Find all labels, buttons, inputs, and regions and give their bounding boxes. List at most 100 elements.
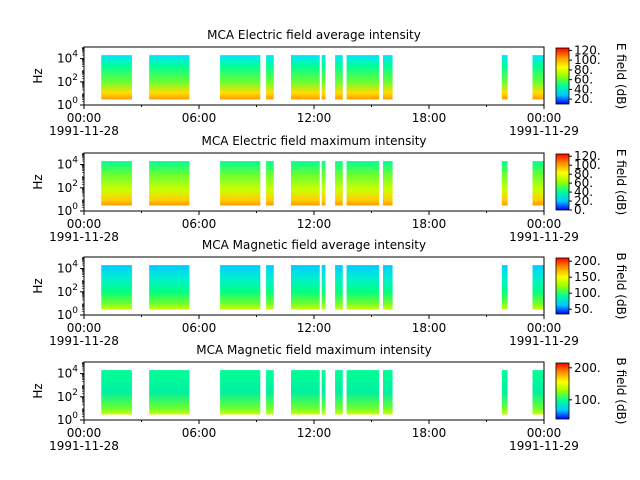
data-segment-3 <box>220 370 261 415</box>
data-segment-1 <box>101 265 132 310</box>
colorbar-tick-label: 100. <box>574 158 601 172</box>
y-tick-label: 104 <box>57 365 78 381</box>
y-axis-label: Hz <box>31 278 45 293</box>
data-segment-10 <box>501 55 508 100</box>
y-tick-label: 102 <box>57 283 78 299</box>
x-tick-label: 00:00 <box>67 426 102 440</box>
y-tick-label: 100 <box>57 411 78 427</box>
data-segment-5 <box>291 265 320 310</box>
y-tick-label: 102 <box>57 179 78 195</box>
x-tick-label: 00:00 <box>67 111 102 125</box>
colorbar-tick-label: 120. <box>574 149 601 163</box>
panel-3: MCA Magnetic field average intensity 100 1… <box>31 238 628 348</box>
x-date-label-start: 1991-11-28 <box>49 334 119 348</box>
data-segment-10 <box>501 370 508 415</box>
colorbar-label: E field (dB) <box>614 149 628 215</box>
y-tick-label: 104 <box>57 260 78 276</box>
data-segment-5 <box>291 55 320 100</box>
panel-2: MCA Electric field maximum intensity 100 1… <box>31 134 628 244</box>
data-segment-11 <box>532 370 544 415</box>
x-tick-label: 18:00 <box>412 217 447 231</box>
y-tick-label: 104 <box>57 50 78 66</box>
colorbar-tick-label: 40. <box>574 82 593 96</box>
data-segment-1 <box>101 55 132 100</box>
panel-title: MCA Electric field average intensity <box>207 28 421 42</box>
x-tick-label: 00:00 <box>527 321 562 335</box>
y-axis-label: Hz <box>31 68 45 83</box>
data-segment-4 <box>266 265 274 310</box>
x-date-label-start: 1991-11-28 <box>49 439 119 453</box>
data-segment-10 <box>501 161 508 206</box>
data-segment-2 <box>149 370 190 415</box>
data-segment-11 <box>532 265 544 310</box>
colorbar-tick-label: 20. <box>574 92 593 106</box>
colorbar-tick-label: 40. <box>574 185 593 199</box>
data-segment-8 <box>346 370 380 415</box>
colorbar-tick-label: 100. <box>574 393 601 407</box>
x-tick-label: 18:00 <box>412 321 447 335</box>
x-tick-label: 06:00 <box>182 217 217 231</box>
data-segment-6 <box>321 161 326 206</box>
y-tick-label: 100 <box>57 96 78 112</box>
x-tick-label: 18:00 <box>412 426 447 440</box>
colorbar-tick-label: 80. <box>574 167 593 181</box>
x-tick-label: 06:00 <box>182 426 217 440</box>
colorbar-tick-label: 50. <box>574 302 593 316</box>
x-tick-label: 00:00 <box>67 321 102 335</box>
data-segment-5 <box>291 161 320 206</box>
x-tick-label: 12:00 <box>297 111 332 125</box>
x-date-label-end: 1991-11-29 <box>509 334 579 348</box>
data-segment-3 <box>220 55 261 100</box>
y-tick-label: 102 <box>57 388 78 404</box>
data-segment-4 <box>266 161 274 206</box>
y-tick-label: 104 <box>57 156 78 172</box>
x-tick-label: 00:00 <box>527 111 562 125</box>
x-tick-label: 18:00 <box>412 111 447 125</box>
x-tick-label: 00:00 <box>527 426 562 440</box>
y-tick-label: 100 <box>57 306 78 322</box>
colorbar-tick-label: 20. <box>574 194 593 208</box>
data-segment-3 <box>220 161 261 206</box>
x-tick-label: 06:00 <box>182 321 217 335</box>
colorbar-label: B field (dB) <box>614 358 628 425</box>
colorbar-tick-label: 200. <box>574 361 601 375</box>
colorbar-tick-label: 150. <box>574 270 601 284</box>
data-segment-8 <box>346 161 380 206</box>
data-segment-4 <box>266 55 274 100</box>
panel-4: MCA Magnetic field maximum intensity 100 1… <box>31 343 628 453</box>
panel-title: MCA Magnetic field average intensity <box>202 238 426 252</box>
data-segment-11 <box>532 55 544 100</box>
colorbar <box>555 362 570 420</box>
x-date-label-start: 1991-11-28 <box>49 230 119 244</box>
data-segment-1 <box>101 370 132 415</box>
data-segment-2 <box>149 265 190 310</box>
x-tick-label: 12:00 <box>297 217 332 231</box>
data-segment-7 <box>335 161 343 206</box>
colorbar-tick-label: 0. <box>574 203 585 217</box>
data-segment-8 <box>346 265 380 310</box>
x-date-label-end: 1991-11-29 <box>509 124 579 138</box>
data-segment-7 <box>335 55 343 100</box>
colorbar-tick-label: 100. <box>574 53 601 67</box>
panel-title: MCA Magnetic field maximum intensity <box>196 343 432 357</box>
data-segment-8 <box>346 55 380 100</box>
colorbar <box>555 153 570 211</box>
x-tick-label: 00:00 <box>67 217 102 231</box>
data-segment-10 <box>501 265 508 310</box>
data-segment-2 <box>149 161 190 206</box>
y-tick-label: 102 <box>57 73 78 89</box>
x-date-label-end: 1991-11-29 <box>509 439 579 453</box>
colorbar-tick-label: 60. <box>574 176 593 190</box>
y-axis-label: Hz <box>31 383 45 398</box>
data-segment-9 <box>383 55 393 100</box>
data-segment-9 <box>383 265 393 310</box>
y-axis-label: Hz <box>31 174 45 189</box>
colorbar-tick-label: 120. <box>574 43 601 57</box>
data-segment-4 <box>266 370 274 415</box>
data-segment-6 <box>321 55 326 100</box>
x-tick-label: 06:00 <box>182 111 217 125</box>
colorbar-tick-label: 80. <box>574 63 593 77</box>
data-segment-7 <box>335 265 343 310</box>
y-tick-label: 100 <box>57 202 78 218</box>
